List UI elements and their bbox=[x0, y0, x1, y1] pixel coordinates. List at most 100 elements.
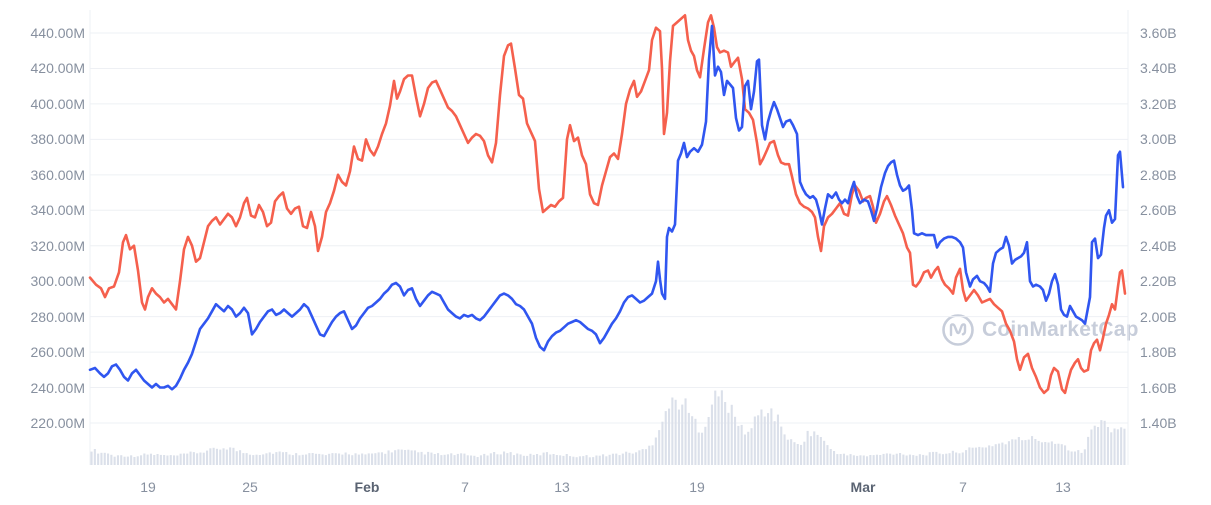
volume-bar bbox=[889, 453, 892, 465]
volume-bar bbox=[783, 434, 786, 465]
volume-bar bbox=[163, 455, 166, 465]
volume-bar bbox=[945, 453, 948, 465]
volume-bar bbox=[209, 448, 212, 465]
volume-bar bbox=[908, 454, 911, 465]
volume-bar bbox=[189, 451, 192, 465]
volume-bar bbox=[572, 456, 575, 465]
volume-bar bbox=[357, 454, 360, 465]
volume-bar bbox=[417, 452, 420, 465]
left-axis-label: 420.00M bbox=[30, 60, 85, 77]
volume-bar bbox=[235, 451, 238, 465]
volume-bar bbox=[605, 456, 608, 465]
volume-bar bbox=[1070, 451, 1073, 465]
volume-bar bbox=[905, 455, 908, 465]
right-axis-label: 2.60B bbox=[1140, 202, 1177, 219]
volume-bar bbox=[199, 452, 202, 465]
volume-bar bbox=[1034, 439, 1037, 465]
volume-bar bbox=[852, 455, 855, 465]
watermark: CoinMarketCap bbox=[941, 313, 1139, 347]
volume-bar bbox=[466, 455, 469, 465]
volume-bar bbox=[496, 454, 499, 465]
volume-bar bbox=[958, 453, 961, 465]
volume-bar bbox=[344, 452, 347, 465]
volume-bar bbox=[559, 455, 562, 465]
volume-bar bbox=[925, 455, 928, 465]
volume-bars bbox=[90, 390, 1126, 465]
volume-bar bbox=[176, 455, 179, 465]
volume-bar bbox=[961, 452, 964, 465]
volume-bar bbox=[509, 452, 512, 465]
volume-bar bbox=[545, 452, 548, 465]
volume-bar bbox=[829, 449, 832, 465]
coinmarketcap-logo-icon bbox=[942, 314, 974, 346]
volume-bar bbox=[169, 455, 172, 465]
volume-bar bbox=[1116, 429, 1119, 465]
volume-bar bbox=[1001, 442, 1004, 465]
volume-bar bbox=[100, 452, 103, 465]
volume-bar bbox=[364, 454, 367, 465]
volume-bar bbox=[800, 444, 803, 465]
volume-bar bbox=[710, 404, 713, 465]
volume-bar bbox=[1004, 444, 1007, 465]
volume-bar bbox=[615, 453, 618, 465]
volume-bar bbox=[248, 454, 251, 465]
volume-bar bbox=[730, 404, 733, 465]
volume-bar bbox=[93, 449, 96, 465]
volume-bar bbox=[1031, 436, 1034, 465]
volume-bar bbox=[285, 452, 288, 465]
volume-bar bbox=[536, 454, 539, 465]
volume-bar bbox=[1007, 441, 1010, 465]
volume-bar bbox=[407, 449, 410, 465]
volume-bar bbox=[1037, 440, 1040, 465]
volume-bar bbox=[143, 453, 146, 465]
volume-bar bbox=[1103, 420, 1106, 465]
volume-bar bbox=[275, 452, 278, 465]
x-axis-label-13: 13 bbox=[1055, 479, 1071, 495]
volume-bar bbox=[1093, 425, 1096, 465]
volume-bar bbox=[717, 396, 720, 465]
volume-bar bbox=[103, 452, 106, 465]
volume-bar bbox=[192, 452, 195, 465]
volume-bar bbox=[757, 415, 760, 465]
volume-bar bbox=[120, 455, 123, 465]
right-axis-label: 2.80B bbox=[1140, 166, 1177, 183]
volume-bar bbox=[182, 453, 185, 465]
volume-bar bbox=[394, 450, 397, 465]
volume-bar bbox=[618, 455, 621, 465]
volume-bar bbox=[806, 430, 809, 465]
volume-bar bbox=[1090, 429, 1093, 465]
left-axis-label: 360.00M bbox=[30, 166, 85, 183]
volume-bar bbox=[390, 452, 393, 465]
volume-bar bbox=[516, 453, 519, 465]
volume-bar bbox=[714, 390, 717, 465]
volume-bar bbox=[430, 452, 433, 465]
volume-bar bbox=[146, 454, 149, 465]
volume-bar bbox=[611, 453, 614, 465]
volume-bar bbox=[305, 454, 308, 465]
volume-bar bbox=[823, 440, 826, 465]
left-axis-label: 320.00M bbox=[30, 237, 85, 254]
volume-bar bbox=[153, 455, 156, 465]
volume-bar bbox=[687, 412, 690, 465]
volume-bar bbox=[1064, 445, 1067, 465]
volume-bar bbox=[555, 455, 558, 465]
volume-bar bbox=[793, 442, 796, 465]
volume-bar bbox=[519, 454, 522, 465]
volume-bar bbox=[836, 454, 839, 465]
right-axis-label: 2.40B bbox=[1140, 237, 1177, 254]
volume-bar bbox=[107, 453, 110, 465]
volume-bar bbox=[427, 451, 430, 465]
volume-bar bbox=[196, 453, 199, 465]
volume-bar bbox=[988, 445, 991, 465]
volume-bar bbox=[918, 454, 921, 465]
volume-bar bbox=[173, 455, 176, 465]
volume-bar bbox=[1083, 449, 1086, 465]
volume-bar bbox=[202, 452, 205, 465]
volume-bar bbox=[460, 453, 463, 465]
volume-bar bbox=[489, 453, 492, 465]
volume-bar bbox=[239, 450, 242, 465]
volume-bar bbox=[641, 449, 644, 465]
volume-bar bbox=[856, 455, 859, 465]
